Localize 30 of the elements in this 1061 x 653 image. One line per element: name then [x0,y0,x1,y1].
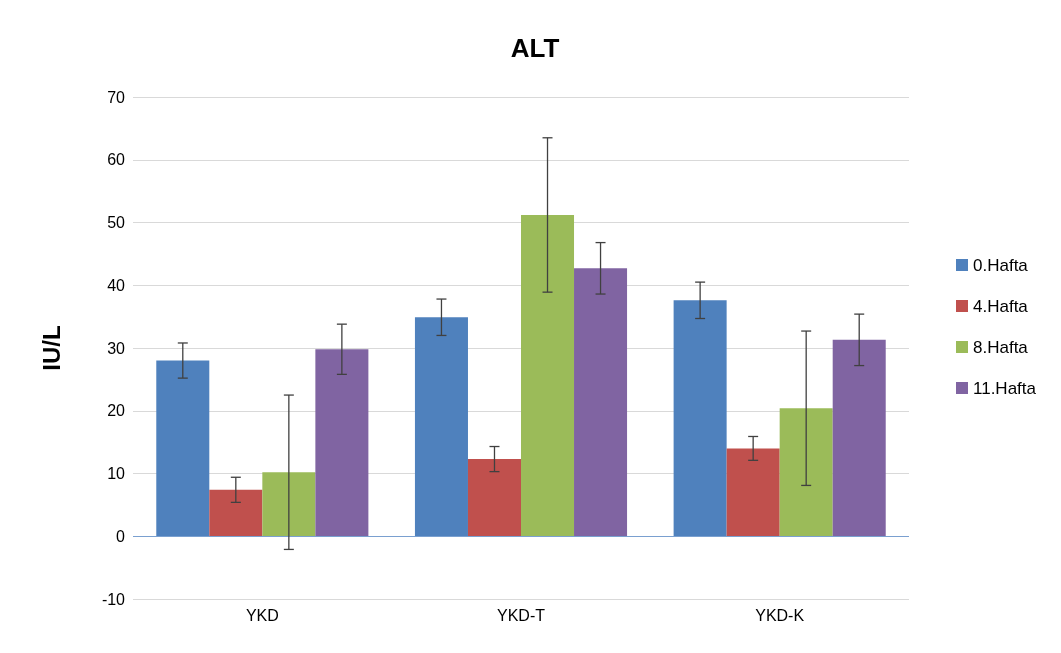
bar [414,317,468,537]
bar [209,489,263,537]
bar [832,339,886,537]
y-tick-label: 50 [107,214,126,231]
y-tick-label: 30 [107,339,126,357]
legend-label: 4.Hafta [973,296,1029,316]
bar [779,408,833,537]
y-tick-label: 0 [116,527,126,545]
bar [315,349,369,537]
y-tick-label: 20 [107,402,126,420]
x-tick-label: YKD-K [755,606,805,624]
y-tick-label: -10 [101,590,126,608]
bar [467,459,521,537]
y-tick-label: 40 [107,276,126,294]
bar [574,268,628,537]
bar [262,472,316,537]
x-tick-label: YKD-T [497,606,546,624]
legend-label: 8.Hafta [973,337,1029,357]
bar [521,214,575,537]
chart-title: ALT [510,33,560,63]
legend-label: 0.Hafta [973,255,1029,275]
bar [726,448,780,537]
y-tick-label: 10 [107,465,126,482]
x-tick-label: YKD [245,606,279,624]
y-tick-label: 70 [107,88,126,106]
bar [673,300,727,537]
legend-label: 11.Hafta [973,378,1037,398]
bar [156,360,210,537]
y-axis-title: IU/L [37,325,65,371]
y-tick-label: 60 [107,151,126,169]
